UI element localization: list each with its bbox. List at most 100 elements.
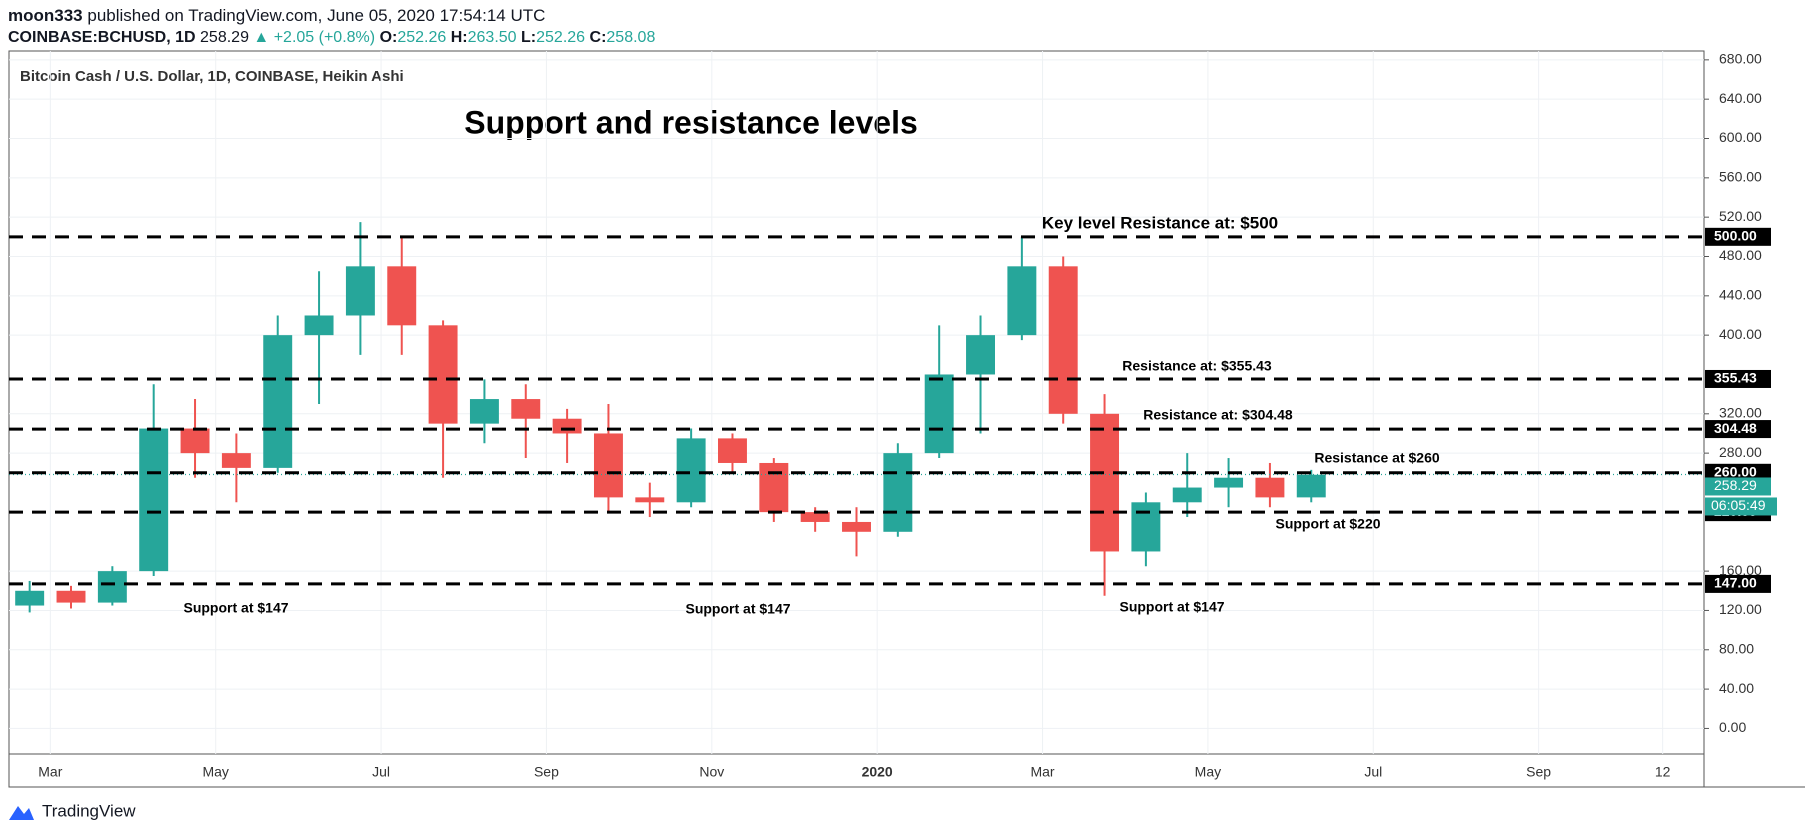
grid	[9, 51, 1704, 754]
candle-body	[56, 590, 86, 603]
ohlc-key: L:	[521, 29, 537, 46]
candle-body	[635, 497, 665, 503]
y-tick-label: 80.00	[1719, 640, 1754, 656]
candle-body	[718, 438, 747, 463]
x-tick-label: Jul	[1364, 764, 1382, 780]
y-tick-label: 280.00	[1719, 444, 1762, 460]
ohlc-value: 263.50	[467, 29, 517, 46]
level-tag	[1705, 369, 1771, 388]
candle-body	[469, 399, 499, 424]
x-tick-label: Nov	[699, 764, 724, 780]
level-tag-label: 147.00	[1714, 575, 1757, 591]
symbol: COINBASE:BCHUSD, 1D	[8, 29, 196, 46]
candle-body	[15, 590, 45, 606]
ohlc: O:252.26 H:263.50 L:252.26 C:258.08	[380, 29, 656, 46]
level-tag	[1705, 574, 1771, 593]
candle-body	[97, 571, 127, 603]
level-tag	[1705, 420, 1771, 439]
y-tick-label: 600.00	[1719, 129, 1762, 145]
y-tick-label: 560.00	[1719, 169, 1762, 185]
chart-title: Support and resistance levels	[464, 104, 918, 140]
ohlc-value: 258.08	[606, 29, 656, 46]
level-tag	[1705, 227, 1771, 246]
x-tick-label: May	[202, 764, 228, 780]
annotation: Support at $147	[183, 600, 288, 616]
symbol-line: COINBASE:BCHUSD, 1D 258.29 ▲ +2.05 (+0.8…	[8, 29, 655, 47]
y-tick-label: 480.00	[1719, 247, 1762, 263]
candle-body	[1048, 266, 1078, 414]
candle-body	[1090, 413, 1120, 552]
annotation: Resistance at: $304.48	[1143, 407, 1293, 423]
candle-body	[676, 438, 706, 503]
candle-body	[1172, 487, 1202, 503]
level-tag	[1705, 463, 1771, 482]
countdown-label: 06:05:49	[1711, 497, 1766, 513]
author: moon333	[8, 6, 83, 25]
annotation: Key level Resistance at: $500	[1042, 213, 1278, 232]
y-tick-label: 520.00	[1719, 208, 1762, 224]
x-tick-label: Sep	[1526, 764, 1551, 780]
y-tick-label: 320.00	[1719, 405, 1762, 421]
y-tick-label: 0.00	[1719, 719, 1746, 735]
candle-body	[842, 521, 871, 532]
annotation: Resistance at: $355.43	[1122, 358, 1272, 374]
last-price-label: 258.29	[1714, 477, 1757, 493]
level-tag-label: 355.43	[1714, 370, 1757, 386]
ohlc-value: 252.26	[536, 29, 586, 46]
marks	[15, 222, 1326, 613]
price: 258.29	[200, 29, 249, 46]
y-tick-label: 440.00	[1719, 287, 1762, 303]
publish-line: moon333 published on TradingView.com, Ju…	[8, 6, 545, 26]
candle-body	[345, 266, 375, 316]
candle-body	[759, 462, 789, 513]
candle-body	[1131, 502, 1161, 552]
level-tag-label: 304.48	[1714, 420, 1757, 436]
candle-body	[924, 374, 954, 454]
x-tick-label: Mar	[1030, 764, 1054, 780]
countdown-tag	[1705, 497, 1777, 516]
annotation: Support at $147	[1119, 599, 1224, 615]
x-tick-label: Mar	[38, 764, 62, 780]
candle-body	[387, 266, 417, 326]
brand-logo: TradingView	[9, 801, 136, 820]
level-tag-label: 260.00	[1714, 464, 1757, 480]
logo-icon	[9, 806, 34, 820]
ohlc-key: C:	[589, 29, 607, 46]
candle-body	[428, 325, 458, 424]
level-tag-label: 500.00	[1714, 228, 1757, 244]
y-tick-label: 160.00	[1719, 562, 1762, 578]
y-tick-label: 640.00	[1719, 90, 1762, 106]
candle-body	[1255, 477, 1285, 498]
candle-body	[966, 335, 995, 375]
candle-body	[180, 428, 210, 454]
last-price-tag	[1705, 477, 1771, 496]
candle-body	[1214, 477, 1244, 488]
y-tick-label: 680.00	[1719, 51, 1762, 67]
candle-body	[800, 512, 830, 522]
annotation: Support at $220	[1275, 516, 1380, 532]
candle-body	[593, 433, 623, 498]
x-tick-label: Jul	[372, 764, 390, 780]
ohlc-value: 252.26	[397, 29, 447, 46]
x-tick-label: 2020	[862, 764, 893, 780]
ohlc-key: H:	[450, 29, 468, 46]
x-tick-label: May	[1195, 764, 1221, 780]
x-tick-label: Sep	[534, 764, 559, 780]
candle-body	[304, 315, 334, 336]
candle-body	[883, 453, 913, 532]
change: ▲ +2.05 (+0.8%)	[253, 29, 376, 46]
candle-body	[1296, 474, 1326, 498]
annotation: Resistance at $260	[1314, 450, 1440, 466]
y-tick-label: 400.00	[1719, 326, 1762, 342]
candle-body	[552, 418, 582, 434]
brand: TradingView	[42, 801, 136, 820]
y-tick-label: 120.00	[1719, 601, 1762, 617]
candle-body	[511, 399, 541, 419]
published: published on TradingView.com, June 05, 2…	[87, 6, 546, 25]
ohlc-key: O:	[379, 29, 398, 46]
candle-body	[1007, 266, 1037, 336]
candle-body	[263, 335, 293, 468]
legend: Bitcoin Cash / U.S. Dollar, 1D, COINBASE…	[20, 68, 404, 85]
